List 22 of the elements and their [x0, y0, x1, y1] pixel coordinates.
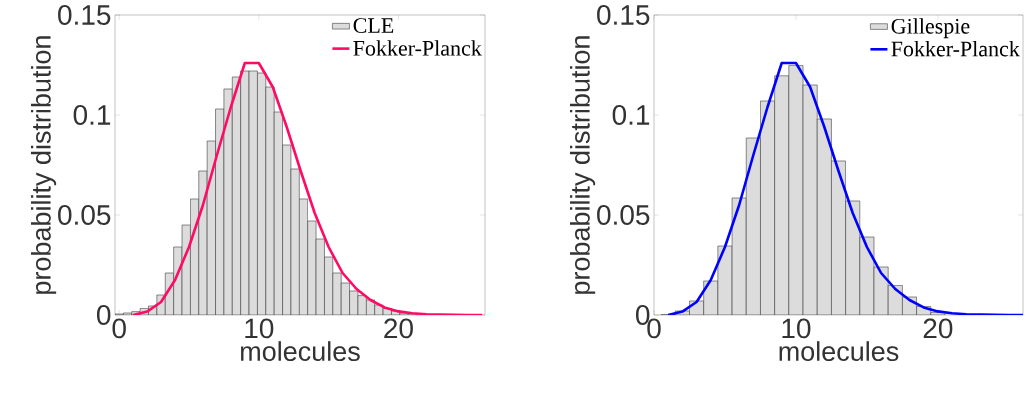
x-tick-label: 20: [923, 318, 953, 339]
y-tick-label: 0.05: [58, 205, 111, 225]
x-axis-title: molecules: [241, 341, 360, 362]
y-tick-label: 0.15: [597, 5, 650, 25]
y-tick-label: 0.05: [597, 205, 650, 225]
legend-label: CLE: [353, 18, 394, 33]
x-tick-label: 20: [384, 318, 413, 339]
y-tick-label: 0.1: [73, 105, 111, 125]
x-axis-title: molecules: [779, 341, 899, 362]
legend-label: Gillespie: [891, 18, 970, 39]
legend-label: Fokker-Planck: [353, 40, 482, 56]
line-series: [131, 61, 484, 315]
y-axis-title: probability distribution: [569, 36, 596, 294]
y-tick-label: 0: [97, 305, 111, 325]
x-tick-label: 10: [245, 318, 274, 339]
legend-label: Fokker-Planck: [891, 40, 1020, 57]
y-axis-title: probability distribution: [30, 36, 57, 294]
x-tick-label: 10: [782, 318, 811, 339]
y-tick-label: 0.1: [612, 105, 650, 125]
x-tick-label: 0: [112, 318, 126, 339]
y-tick-label: 0.15: [58, 5, 111, 25]
line-series: [666, 61, 1024, 315]
